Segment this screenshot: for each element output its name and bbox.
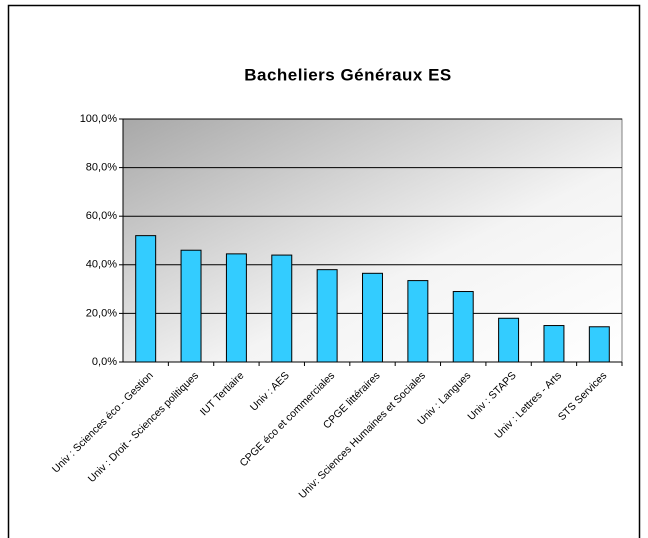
y-tick-label: 20,0%	[86, 307, 117, 319]
bar	[452, 291, 474, 363]
bar	[135, 235, 157, 363]
bar	[180, 249, 202, 363]
bar	[543, 325, 565, 363]
bar	[407, 280, 429, 363]
y-tick-label: 0,0%	[92, 356, 117, 368]
bar	[316, 269, 338, 363]
bar	[271, 254, 293, 363]
y-tick-label: 80,0%	[86, 162, 117, 174]
bar	[498, 317, 520, 363]
chart-title: Bacheliers Généraux ES	[244, 65, 452, 84]
bar	[588, 326, 610, 363]
y-tick-label: 40,0%	[86, 259, 117, 271]
y-tick-label: 60,0%	[86, 210, 117, 222]
bar	[362, 272, 383, 363]
y-tick-label: 100,0%	[80, 113, 118, 125]
bar	[225, 253, 247, 363]
